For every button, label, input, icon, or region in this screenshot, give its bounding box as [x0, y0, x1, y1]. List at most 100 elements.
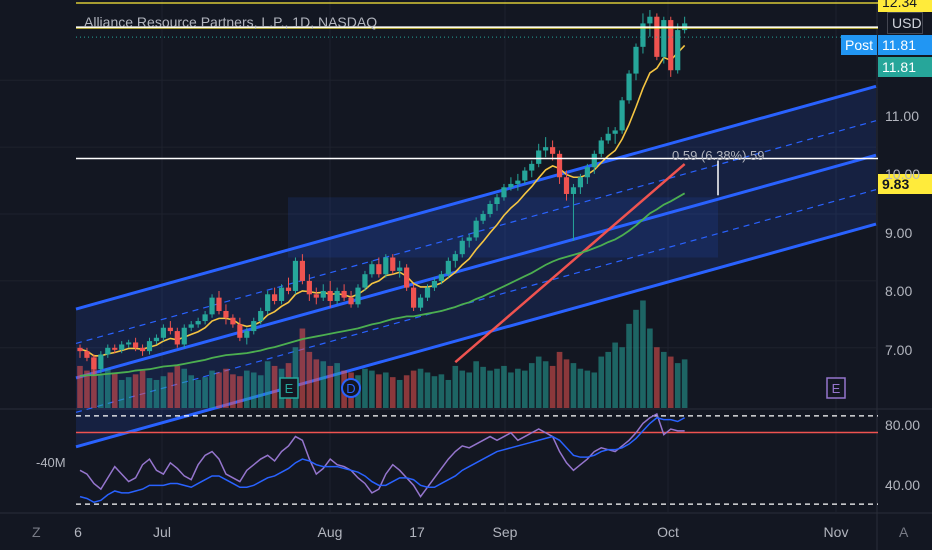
candle-body	[202, 314, 208, 322]
volume-bar	[195, 379, 201, 408]
candle-body	[640, 23, 646, 47]
candle-body	[327, 290, 333, 301]
volume-bar	[605, 351, 611, 408]
volume-bar	[570, 363, 577, 408]
volume-bar	[237, 376, 243, 408]
volume-bar	[139, 370, 146, 408]
future-earnings-marker: E	[826, 377, 846, 399]
slow-moving-average-line	[79, 192, 686, 377]
dividend-marker: D	[341, 378, 361, 398]
candle-body	[647, 16, 653, 24]
volume-bar	[619, 347, 625, 408]
candle-body	[334, 290, 340, 301]
candle-body	[91, 357, 97, 370]
candle-body	[404, 267, 410, 288]
auto-scale-toggle-right[interactable]: A	[899, 524, 909, 540]
osc-axis-tick: 40.00	[885, 477, 921, 493]
volume-bar	[542, 361, 549, 408]
x-axis-tick: Sep	[492, 524, 518, 540]
candle-body	[577, 177, 583, 188]
moving-averages	[79, 44, 686, 377]
candle-body	[223, 311, 229, 318]
volume-bar	[633, 309, 639, 408]
candle-body	[501, 187, 507, 198]
x-axis-tick: Aug	[317, 524, 343, 540]
channel-highlight	[288, 197, 718, 258]
volume-bars	[77, 163, 688, 408]
post-market-label: Post	[841, 35, 878, 55]
volume-bar	[98, 375, 104, 408]
volume-bar	[591, 372, 598, 408]
volume-bar	[327, 365, 333, 408]
volume-bar	[77, 365, 83, 408]
volume-bar	[410, 370, 417, 408]
auto-scale-toggle-left[interactable]: Z	[32, 524, 41, 540]
candle-body	[494, 197, 500, 204]
volume-bar	[174, 365, 181, 408]
candle-body	[452, 254, 458, 261]
candlesticks	[77, 10, 688, 375]
candle-body	[126, 342, 132, 345]
volume-bar	[674, 363, 681, 408]
candle-body	[466, 237, 472, 241]
volume-bar	[132, 374, 139, 408]
candle-body	[272, 294, 278, 301]
volume-bar	[299, 328, 306, 408]
volume-bar	[216, 372, 222, 408]
candle-body	[445, 260, 451, 275]
candle-body	[133, 342, 139, 348]
currency-label[interactable]: USD	[887, 12, 923, 34]
osc-axis-tick: 80.00	[885, 417, 921, 433]
dividend-marker-shape	[341, 378, 361, 398]
candle-body	[376, 264, 382, 275]
candle-body	[543, 147, 549, 151]
post-market-price: 11.81	[878, 35, 932, 55]
candle-body	[167, 327, 173, 332]
candle-body	[98, 354, 104, 370]
volume-bar	[313, 359, 320, 408]
candle-body	[397, 267, 403, 271]
volume-bar	[271, 365, 278, 408]
oscillator-pane	[76, 412, 878, 505]
candle-body	[473, 220, 479, 238]
candle-body	[181, 327, 187, 345]
candle-body	[285, 287, 292, 291]
candle-body	[84, 351, 90, 358]
volume-bar	[264, 361, 271, 408]
candle-body	[292, 260, 299, 291]
volume-bar	[549, 365, 556, 408]
volume-bar	[640, 300, 646, 408]
candle-body	[626, 73, 632, 101]
candle-body	[153, 337, 160, 342]
volume-bar	[111, 372, 118, 408]
y-axis-tick: 9.00	[885, 225, 913, 241]
earnings-marker-shape	[279, 377, 299, 399]
volume-bar	[452, 365, 459, 408]
earnings-marker-text: E	[285, 381, 294, 396]
fast-moving-average-line	[79, 44, 686, 357]
y-axis-tick: 7.00	[885, 342, 913, 358]
candle-body	[174, 331, 180, 345]
candle-body	[119, 344, 125, 350]
volume-scale-label: -40M	[36, 455, 66, 470]
measure-label: 0.59 (6.38%) 59	[672, 148, 765, 163]
regression-channel	[75, 84, 877, 449]
volume-bar	[383, 372, 389, 408]
candle-body	[459, 240, 465, 255]
volume-bar	[396, 379, 403, 408]
candle-body	[258, 311, 264, 322]
volume-bar	[376, 374, 382, 408]
candle-body	[619, 100, 625, 131]
candle-body	[591, 153, 597, 168]
last-price-badge: 11.81	[878, 57, 932, 77]
volume-bar	[556, 351, 563, 408]
x-axis-tick: Jul	[153, 524, 171, 540]
top-price-marker: 12.34	[878, 0, 932, 12]
volume-bar	[125, 377, 132, 408]
volume-bar	[445, 379, 452, 408]
volume-bar	[494, 368, 500, 408]
volume-bar	[431, 376, 438, 408]
